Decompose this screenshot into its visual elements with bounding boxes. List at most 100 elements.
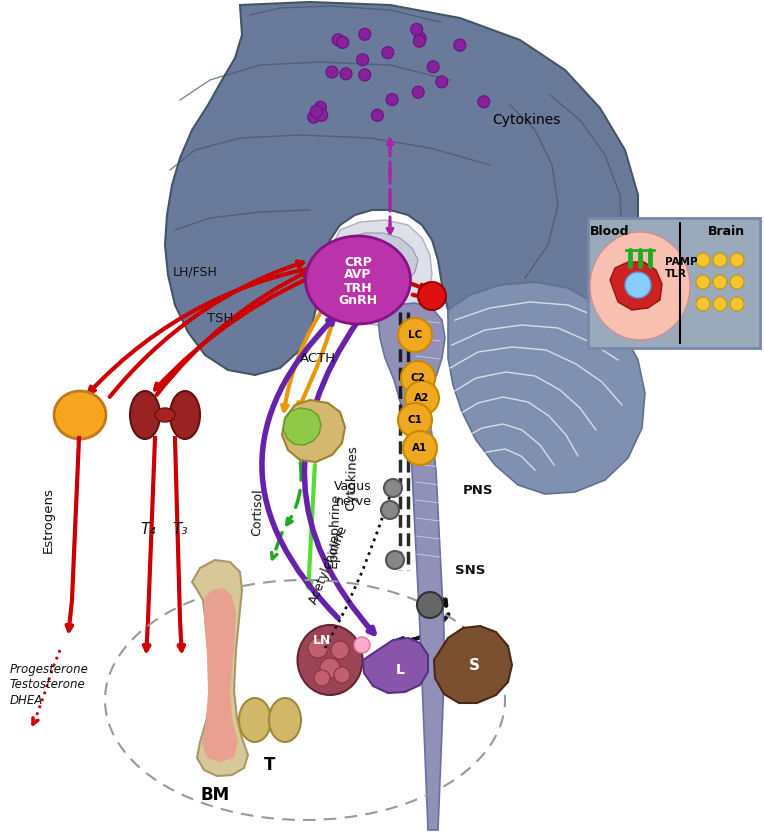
Polygon shape [448,282,645,494]
Text: T₃: T₃ [172,522,187,537]
Text: AVP: AVP [344,268,372,282]
Circle shape [427,61,439,72]
Circle shape [314,102,327,113]
Text: Cortisol: Cortisol [251,488,265,536]
Text: CRP: CRP [344,256,372,268]
Circle shape [340,67,352,80]
Circle shape [417,592,443,618]
Circle shape [326,66,338,78]
Ellipse shape [155,408,175,422]
Text: Blood: Blood [591,225,630,237]
Circle shape [478,96,490,107]
Circle shape [337,37,349,48]
Circle shape [372,109,383,122]
Polygon shape [610,262,662,310]
Circle shape [403,431,437,465]
Text: LC: LC [408,330,422,340]
Circle shape [359,28,371,40]
Text: ACTH: ACTH [300,352,336,365]
Text: Cytokines: Cytokines [492,113,561,127]
Circle shape [730,275,744,289]
Circle shape [413,35,425,47]
Polygon shape [165,2,638,385]
Circle shape [332,34,344,46]
Ellipse shape [239,698,271,742]
Circle shape [401,361,435,395]
Circle shape [398,403,432,437]
Polygon shape [282,400,345,462]
Text: T: T [265,756,275,774]
Circle shape [381,501,399,519]
Circle shape [696,275,710,289]
Circle shape [405,381,439,415]
Circle shape [386,93,398,106]
Text: Epinephrine: Epinephrine [327,492,343,567]
Text: T₄: T₄ [140,522,156,537]
Circle shape [713,297,727,311]
Circle shape [414,32,426,44]
Circle shape [713,253,727,267]
Circle shape [730,253,744,267]
Polygon shape [192,560,248,776]
Ellipse shape [269,698,301,742]
Ellipse shape [305,236,411,324]
Circle shape [308,638,328,658]
Circle shape [320,658,340,678]
Circle shape [730,297,744,311]
Text: S: S [468,659,480,674]
Circle shape [316,109,327,121]
Text: Vagus
nerve: Vagus nerve [334,480,372,508]
Text: LN: LN [313,634,331,646]
Ellipse shape [130,391,160,439]
Text: TRH: TRH [343,282,373,295]
Ellipse shape [170,391,200,439]
Text: Estrogens: Estrogens [41,487,54,553]
Text: SNS: SNS [455,563,485,576]
Polygon shape [363,638,428,693]
Circle shape [398,318,432,352]
Text: C1: C1 [408,415,422,425]
Circle shape [356,54,369,66]
Polygon shape [378,303,445,830]
Circle shape [334,667,350,683]
Polygon shape [202,588,238,762]
Circle shape [308,111,320,123]
Text: Brain: Brain [708,225,744,237]
Text: Acetylcholine: Acetylcholine [307,524,350,606]
Text: A1: A1 [412,443,428,453]
Circle shape [696,253,710,267]
Text: LH/FSH: LH/FSH [173,266,217,278]
Text: Cytokines: Cytokines [344,445,360,511]
Text: L: L [396,663,405,677]
Text: PNS: PNS [463,483,493,496]
Text: Progesterone
Testosterone
DHEA: Progesterone Testosterone DHEA [10,664,89,706]
Polygon shape [434,626,512,703]
Polygon shape [283,408,321,445]
Circle shape [386,551,404,569]
Circle shape [384,479,402,497]
Circle shape [436,76,448,87]
Polygon shape [335,233,418,287]
Text: BM: BM [200,786,230,804]
Circle shape [625,272,651,298]
Ellipse shape [298,625,363,695]
Ellipse shape [54,391,106,439]
Text: A2: A2 [415,393,430,403]
Circle shape [331,641,349,659]
Text: PAMP
TLR: PAMP TLR [665,257,698,279]
Circle shape [412,87,425,98]
Text: TSH: TSH [207,312,233,325]
FancyBboxPatch shape [588,218,760,348]
Text: C2: C2 [411,373,425,383]
Circle shape [354,637,370,653]
Circle shape [713,275,727,289]
Text: GnRH: GnRH [338,295,378,307]
Circle shape [382,47,394,58]
Circle shape [359,69,371,81]
Circle shape [310,106,322,117]
Ellipse shape [590,232,690,340]
Circle shape [454,39,466,51]
Circle shape [418,282,446,310]
Circle shape [696,297,710,311]
Polygon shape [326,220,432,326]
